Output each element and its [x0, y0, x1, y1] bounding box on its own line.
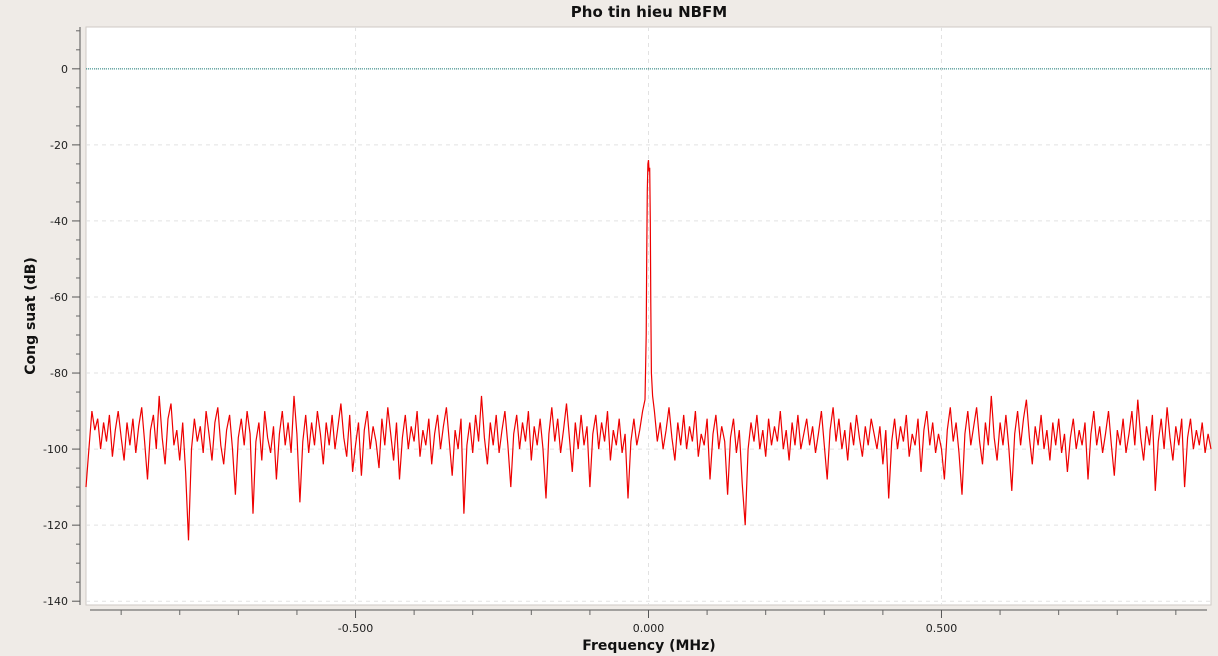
- y-axis: 0 -20 -40 -60 -80 -100 -120 -140: [43, 27, 81, 608]
- y-tick-label: -20: [50, 139, 68, 152]
- y-tick-label: -80: [50, 367, 68, 380]
- x-axis: -0.500 0.000 0.500: [90, 609, 1207, 635]
- y-tick-label: -120: [43, 519, 68, 532]
- chart-title: Pho tin hieu NBFM: [571, 3, 727, 21]
- y-tick-label: -100: [43, 443, 68, 456]
- x-tick-label: 0.500: [926, 622, 958, 635]
- y-tick-label: -140: [43, 595, 68, 608]
- x-axis-label: Frequency (MHz): [582, 638, 715, 654]
- spectrum-trace: [85, 160, 1212, 541]
- y-tick-label: 0: [61, 63, 68, 76]
- x-tick-label: -0.500: [338, 622, 373, 635]
- x-tick-label: 0.000: [633, 622, 665, 635]
- y-axis-label: Cong suat (dB): [23, 257, 39, 375]
- grid: [86, 27, 1211, 605]
- y-tick-label: -40: [50, 215, 68, 228]
- y-tick-label: -60: [50, 291, 68, 304]
